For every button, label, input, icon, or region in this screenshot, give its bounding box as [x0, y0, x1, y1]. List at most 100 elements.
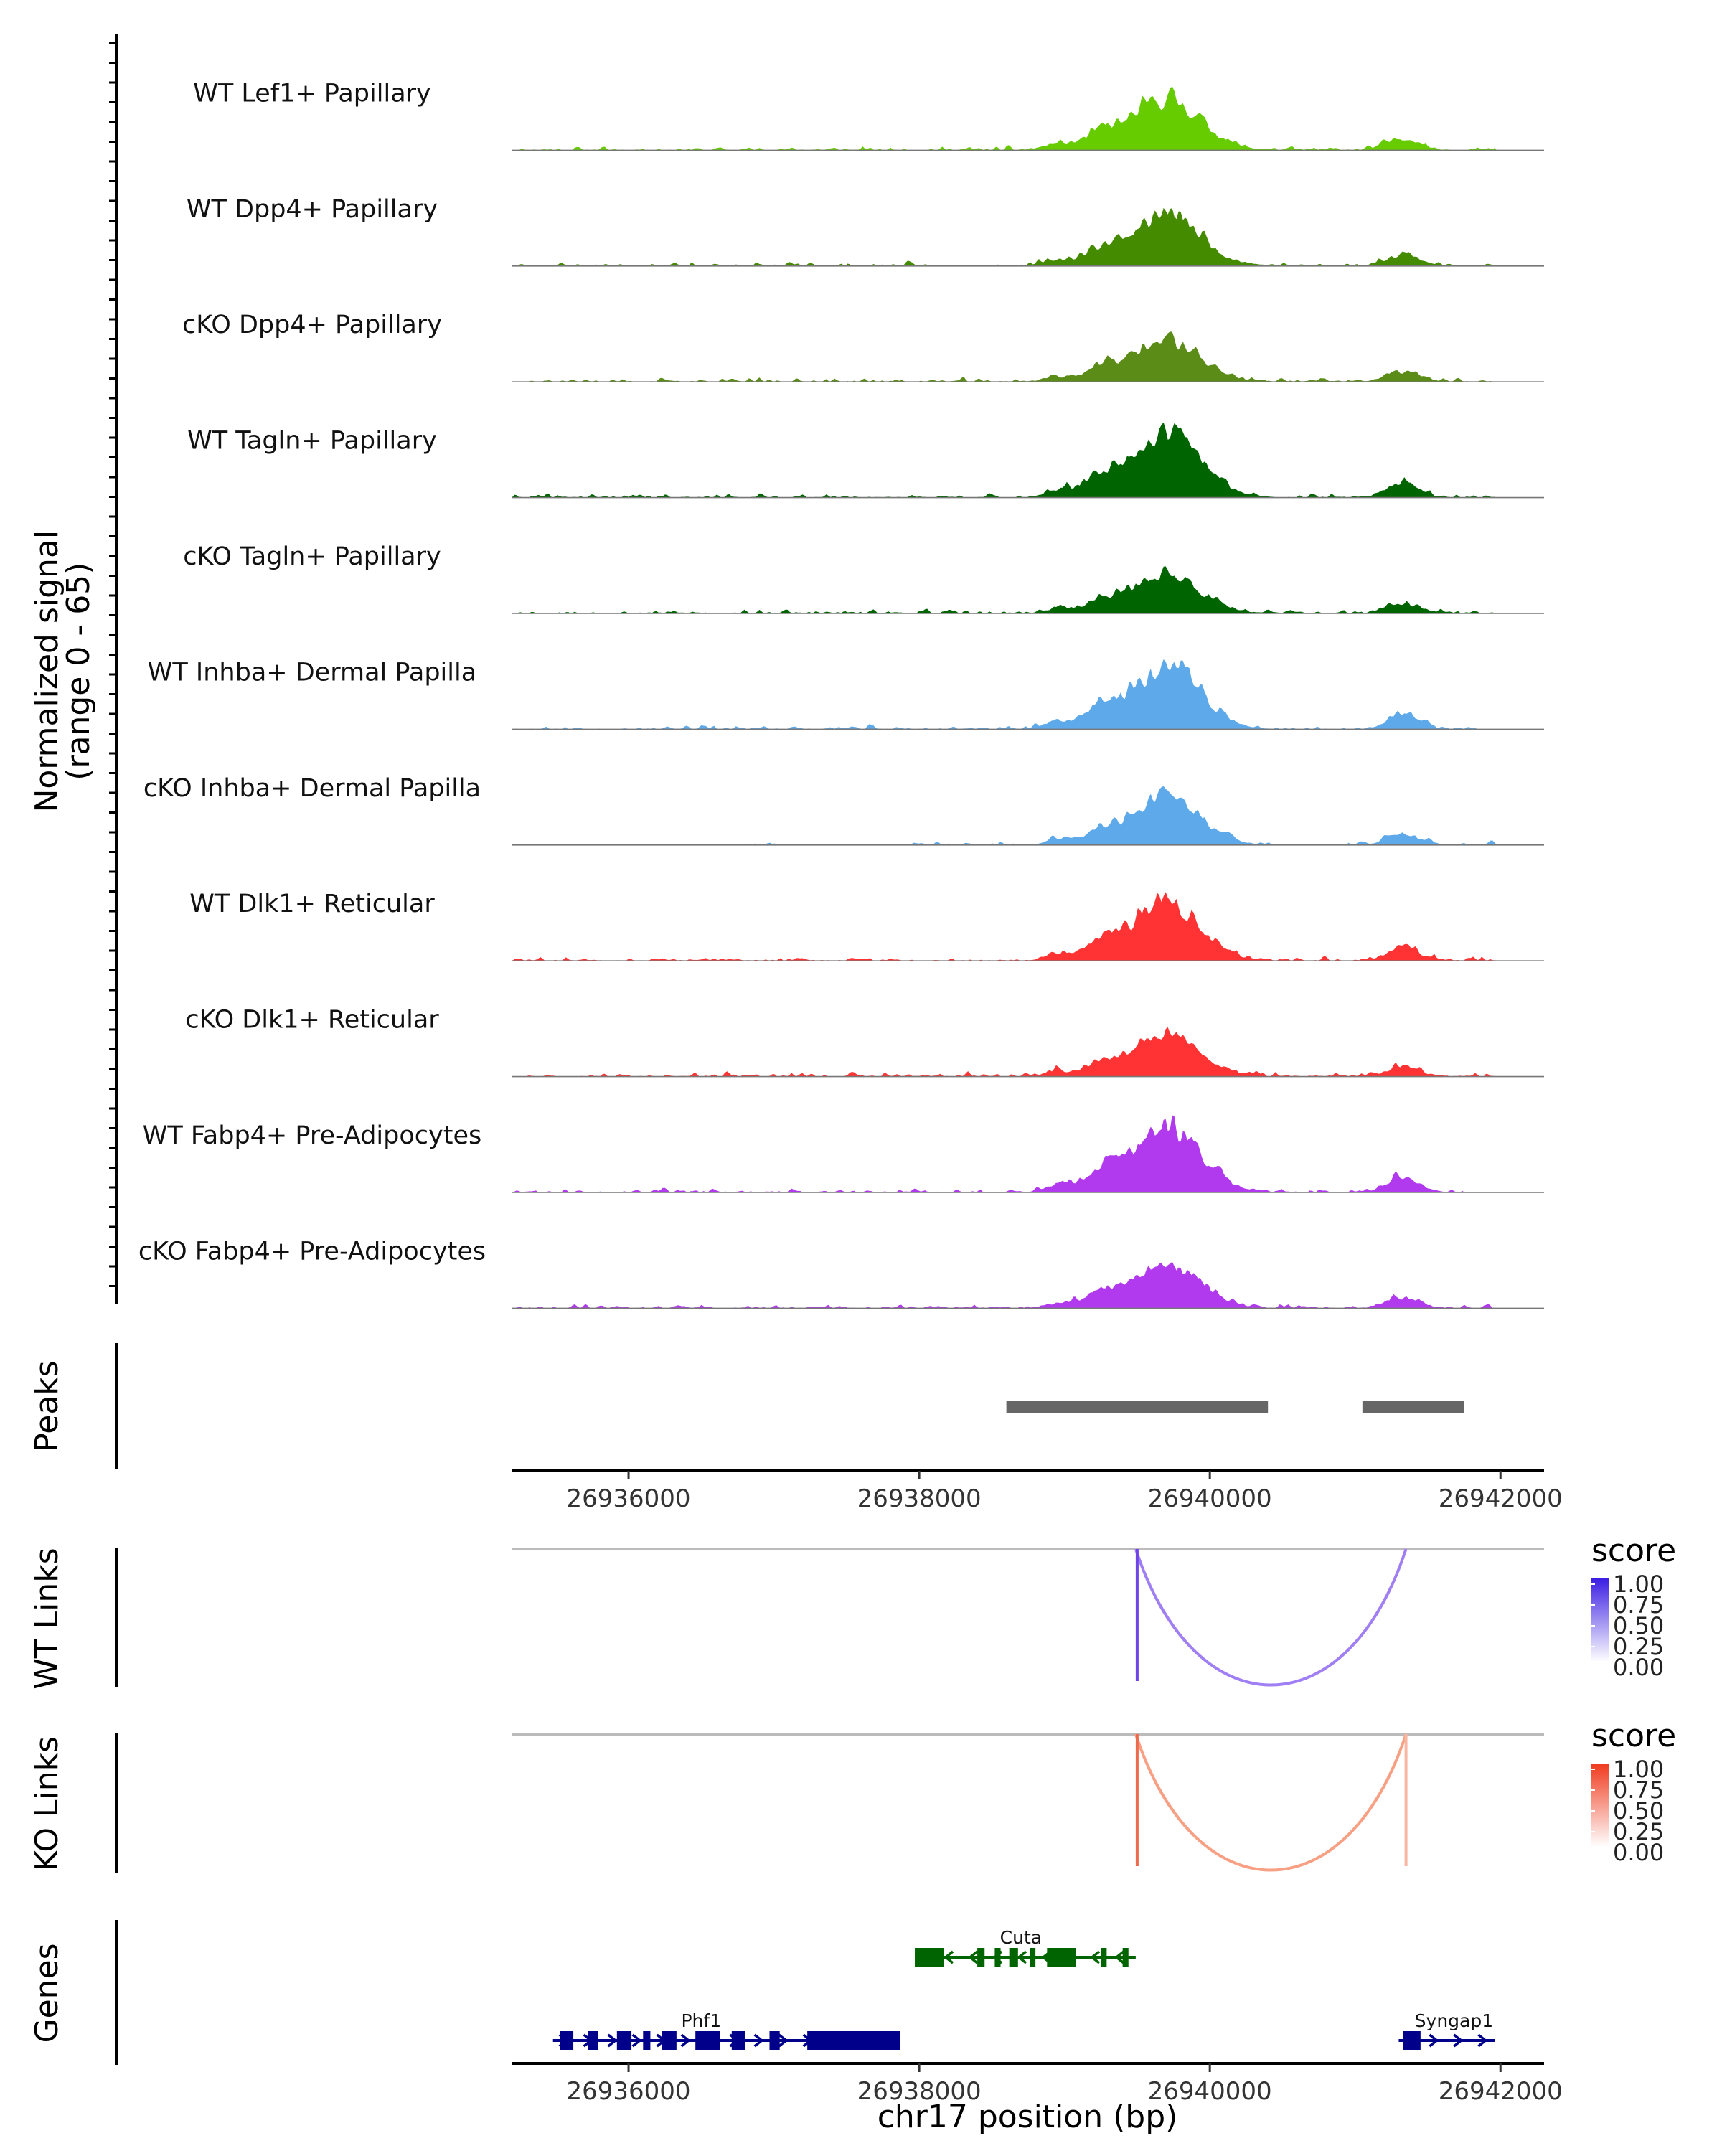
strand-arrow	[1090, 1950, 1101, 1964]
gene-exon	[1122, 1948, 1129, 1967]
strand-arrow	[1114, 1950, 1125, 1964]
link-track-label: KO Links	[29, 1736, 65, 1871]
coverage-track-label: WT Dlk1+ Reticular	[189, 890, 435, 918]
gene-exon	[616, 2031, 632, 2050]
legend-tick-label: 0.75	[1613, 1776, 1664, 1804]
coverage-tracks: Normalized signal(range 0 - 65) WT Lef1+ …	[29, 34, 1544, 1309]
coverage-track-label: cKO Fabp4+ Pre-Adipocytes	[138, 1237, 486, 1266]
strand-arrow	[631, 2033, 642, 2048]
gene-exon	[977, 1948, 985, 1967]
x-axis-title: chr17 position (bp)	[878, 2099, 1178, 2135]
coverage-track-label: WT Lef1+ Papillary	[193, 79, 431, 108]
coverage-track: cKO Dlk1+ Reticular	[185, 1006, 1544, 1078]
strand-arrow	[607, 2033, 618, 2048]
strand-arrow	[944, 1950, 954, 1964]
gene-exon	[1101, 1948, 1107, 1967]
x-tick-label: 26942000	[1439, 1484, 1563, 1513]
gene-exon	[1009, 1948, 1018, 1967]
legend-tick-label: 0.50	[1613, 1797, 1664, 1825]
coverage-track-label: WT Fabp4+ Pre-Adipocytes	[143, 1121, 481, 1150]
gene-exon	[643, 2031, 651, 2050]
x-tick-label: 26936000	[566, 2077, 690, 2106]
genes-track: Genes Cuta Phf1 Syngap1	[29, 1920, 1495, 2065]
peak-interval	[1006, 1401, 1269, 1413]
strand-arrow	[968, 1950, 979, 1964]
x-tick-label: 26940000	[1148, 1484, 1272, 1513]
coverage-track-label: WT Dpp4+ Papillary	[187, 195, 438, 224]
coverage-track: WT Inhba+ Dermal Papilla	[148, 658, 1544, 730]
coverage-y-axis-title-line: Normalized signal	[29, 530, 65, 813]
peaks-track-label: Peaks	[29, 1360, 65, 1451]
legend-tick-label: 0.00	[1613, 1839, 1664, 1866]
coverage-track-label: cKO Dpp4+ Papillary	[182, 311, 442, 339]
gene-exon	[915, 1948, 944, 1967]
strand-arrow	[753, 2033, 764, 2048]
legend-colorbar	[1591, 1578, 1609, 1662]
gene-exon	[769, 2031, 780, 2050]
gene-name-label: Phf1	[681, 2010, 721, 2031]
strand-arrow	[778, 2033, 789, 2048]
x-tick-label: 26938000	[857, 2077, 982, 2106]
coverage-track-label: cKO Inhba+ Dermal Papilla	[144, 774, 481, 803]
strand-arrow	[1477, 2033, 1488, 2048]
x-tick-label: 26936000	[566, 1484, 690, 1513]
coverage-track: WT Dpp4+ Papillary	[187, 195, 1544, 267]
gene-model: Syngap1	[1398, 2010, 1495, 2050]
gene-exon	[1047, 1948, 1076, 1967]
x-tick-label: 26942000	[1439, 2077, 1563, 2106]
legend-tick-label: 0.25	[1613, 1633, 1664, 1660]
coverage-track-label: cKO Tagln+ Papillary	[183, 542, 441, 571]
gene-exon	[560, 2031, 574, 2050]
coverage-track: WT Fabp4+ Pre-Adipocytes	[143, 1115, 1544, 1193]
peaks-x-axis: 26936000 26938000 26940000 26942000	[512, 1469, 1563, 1513]
gene-model: Phf1	[552, 2010, 900, 2050]
legend-tick-label: 0.00	[1613, 1654, 1664, 1681]
coverage-track-label: WT Inhba+ Dermal Papilla	[148, 658, 476, 687]
gene-exon	[994, 1948, 1001, 1967]
gene-exon	[731, 2031, 745, 2050]
coverage-track: cKO Inhba+ Dermal Papilla	[144, 774, 1544, 846]
legend-tick-label: 0.75	[1613, 1591, 1664, 1619]
coverage-track: WT Dlk1+ Reticular	[189, 890, 1544, 961]
gene-exon	[588, 2031, 598, 2050]
genes-track-label: Genes	[29, 1943, 65, 2043]
strand-arrow	[680, 2033, 691, 2048]
legend-tick-label: 1.00	[1613, 1571, 1664, 1598]
legend-tick-label: 0.50	[1613, 1612, 1664, 1639]
peaks-track: Peaks	[29, 1343, 1464, 1469]
gene-name-label: Cuta	[1000, 1927, 1042, 1948]
legend-title: score	[1591, 1533, 1676, 1569]
coverage-track: WT Tagln+ Papillary	[187, 422, 1544, 499]
legend-title: score	[1591, 1718, 1676, 1754]
coverage-track-label: cKO Dlk1+ Reticular	[185, 1006, 439, 1035]
strand-arrow	[1453, 2033, 1464, 2048]
coverage-track: cKO Dpp4+ Papillary	[182, 311, 1544, 383]
coverage-track: WT Lef1+ Papillary	[193, 79, 1544, 151]
gene-exon	[695, 2031, 720, 2050]
x-tick-label: 26940000	[1148, 2077, 1272, 2106]
gene-exon	[1030, 1948, 1036, 1967]
coverage-track: cKO Tagln+ Papillary	[183, 542, 1544, 614]
peak-interval	[1362, 1401, 1464, 1413]
gene-name-label: Syngap1	[1415, 2010, 1493, 2031]
legend-colorbar	[1591, 1764, 1609, 1847]
coverage-y-axis-title: Normalized signal(range 0 - 65)	[29, 530, 97, 813]
x-tick-label: 26938000	[857, 1484, 982, 1513]
gene-exon	[1403, 2031, 1421, 2050]
coverage-track: cKO Fabp4+ Pre-Adipocytes	[138, 1237, 1544, 1309]
link-track-label: WT Links	[29, 1548, 65, 1689]
legend-tick-label: 1.00	[1613, 1756, 1664, 1783]
legend-tick-label: 0.25	[1613, 1818, 1664, 1845]
strand-arrow	[1429, 2033, 1439, 2048]
link-arc	[1134, 1548, 1408, 1687]
link-arc	[1134, 1733, 1408, 1872]
strand-arrow	[1017, 1950, 1027, 1964]
coverage-track-label: WT Tagln+ Papillary	[187, 427, 437, 456]
gene-exon	[662, 2031, 677, 2050]
genes-x-axis: 26936000 26938000 26940000 26942000	[512, 2062, 1563, 2106]
